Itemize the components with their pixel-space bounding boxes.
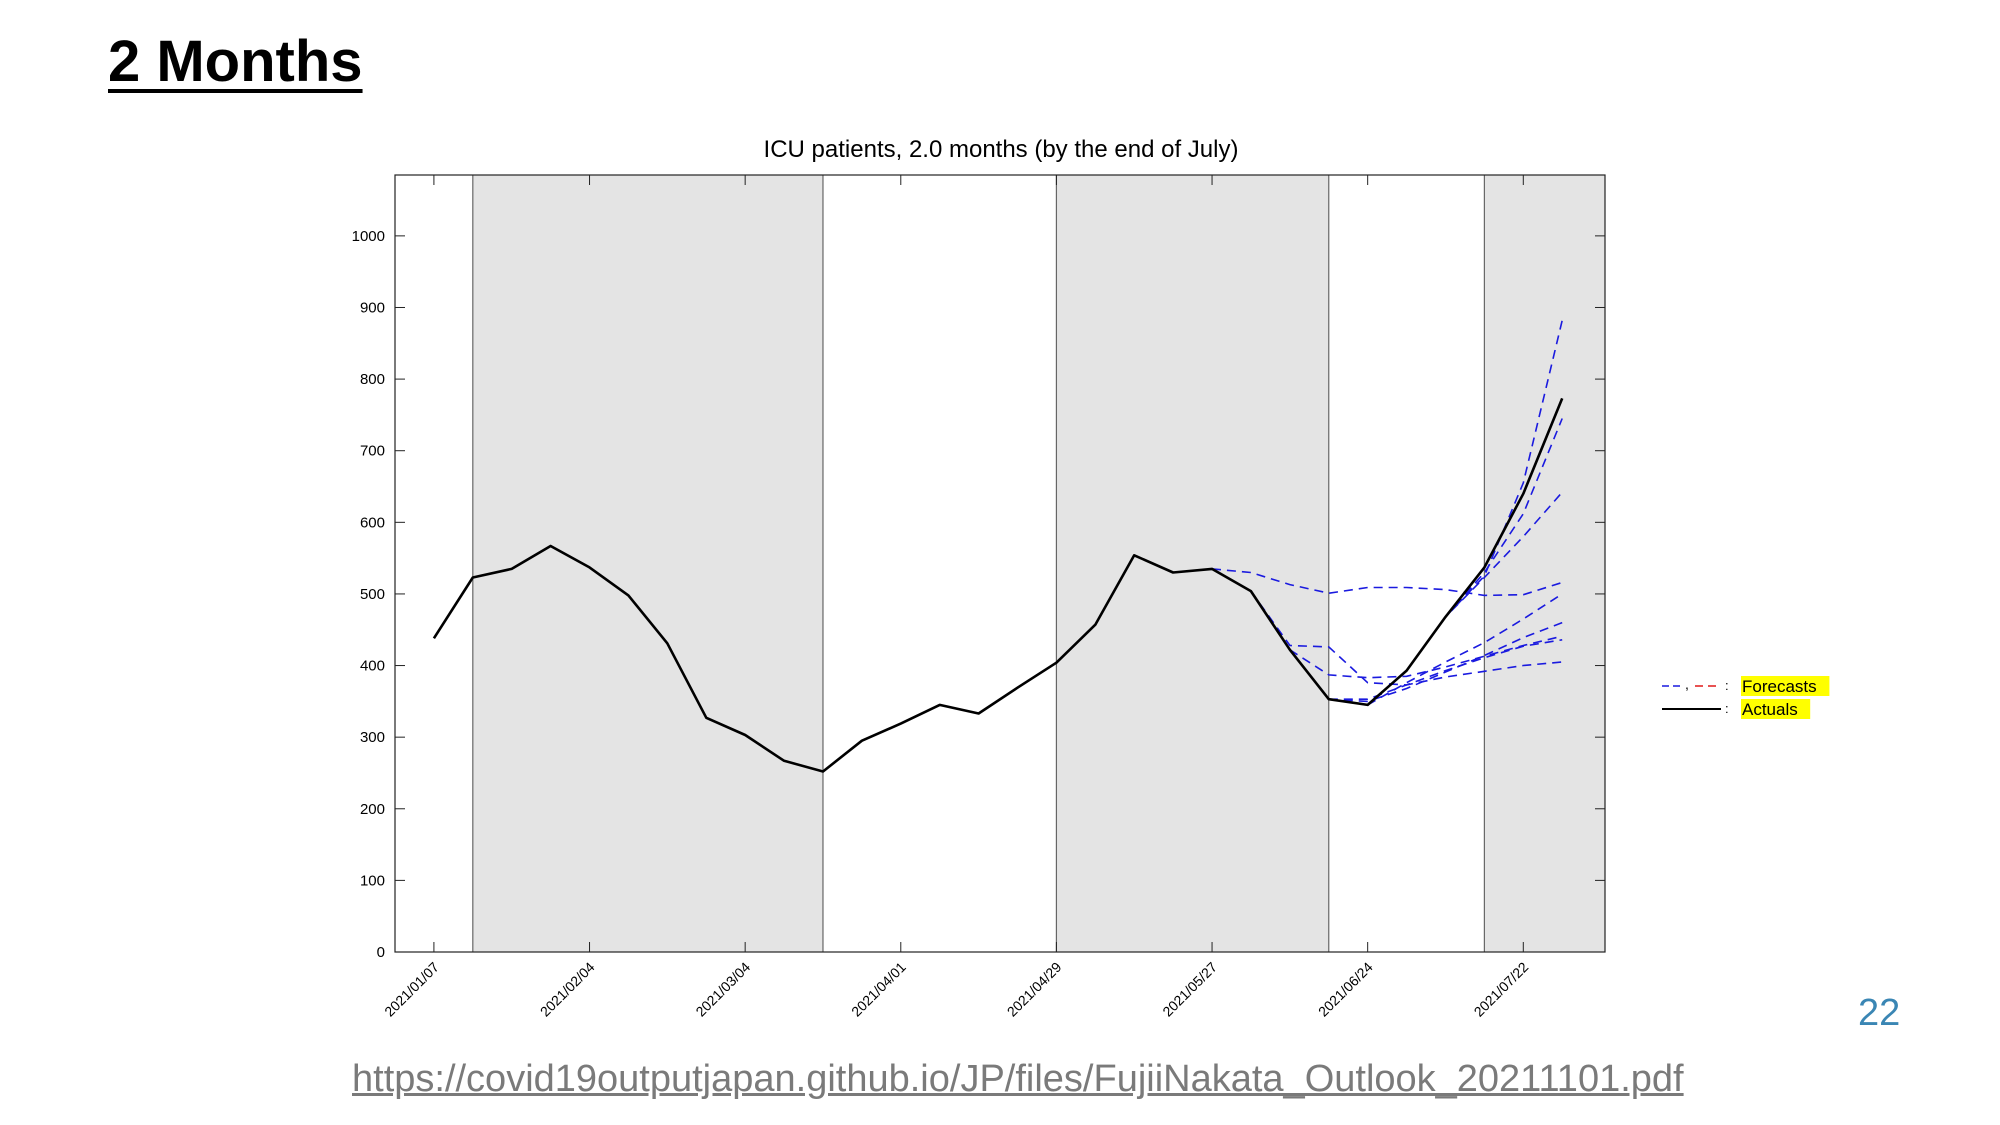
- legend-label-forecasts-highlight: [1741, 676, 1830, 696]
- x-tick-label: 2021/03/04: [692, 959, 753, 1020]
- y-tick-label: 400: [360, 658, 385, 675]
- forecast-series-5: [1328, 621, 1563, 703]
- y-tick-label: 100: [360, 872, 385, 889]
- y-tick-label: 0: [377, 944, 385, 961]
- actual-series: [432, 397, 1564, 773]
- period-boundaries: [472, 175, 1485, 952]
- y-tick-label: 300: [360, 729, 385, 746]
- x-tick-label: 2021/01/07: [381, 959, 442, 1020]
- y-tick-label: 800: [360, 371, 385, 388]
- legend-colon: :: [1725, 678, 1729, 693]
- forecast-series-4: [1328, 639, 1563, 700]
- plot-frame: [394, 174, 1606, 953]
- y-axis: 0 100 200 300 400 500 600 700 800 900 1000: [352, 228, 1605, 961]
- y-tick-label: 1000: [352, 228, 385, 245]
- x-tick-label: 2021/04/29: [1004, 959, 1065, 1020]
- forecast-series-7: [1405, 491, 1563, 672]
- slide-title: 2 Months: [108, 29, 363, 94]
- shaded-period-1: [1056, 175, 1329, 952]
- shaded-period-2: [1484, 175, 1605, 952]
- y-tick-label: 900: [360, 299, 385, 316]
- legend-label-actuals-highlight: [1741, 699, 1811, 719]
- shaded-periods: [472, 175, 1605, 952]
- page-number: 22: [1858, 992, 1901, 1034]
- y-tick-label: 200: [360, 801, 385, 818]
- y-tick-label: 700: [360, 443, 385, 460]
- forecast-series-8: [1444, 418, 1563, 618]
- chart-title: ICU patients, 2.0 months (by the end of …: [764, 136, 1239, 163]
- legend-separator: ,: [1685, 676, 1689, 692]
- x-tick-label: 2021/04/01: [848, 959, 909, 1020]
- x-tick-label: 2021/07/22: [1471, 959, 1532, 1020]
- forecast-lines: [1211, 320, 1563, 706]
- legend-label-forecasts: Forecasts: [1742, 677, 1817, 696]
- shaded-period-0: [472, 175, 823, 952]
- x-tick-label: 2021/02/04: [537, 959, 598, 1020]
- legend-label-actuals: Actuals: [1742, 700, 1798, 719]
- forecast-series-3: [1289, 635, 1563, 679]
- forecast-series-6: [1367, 593, 1563, 706]
- x-tick-label: 2021/05/27: [1159, 959, 1220, 1020]
- source-link[interactable]: https://covid19outputjapan.github.io/JP/…: [352, 1058, 1684, 1100]
- x-tick-label: 2021/06/24: [1315, 959, 1376, 1020]
- legend-colon: :: [1725, 701, 1729, 716]
- y-tick-label: 600: [360, 514, 385, 531]
- y-tick-label: 500: [360, 586, 385, 603]
- actual-line: [432, 397, 1564, 773]
